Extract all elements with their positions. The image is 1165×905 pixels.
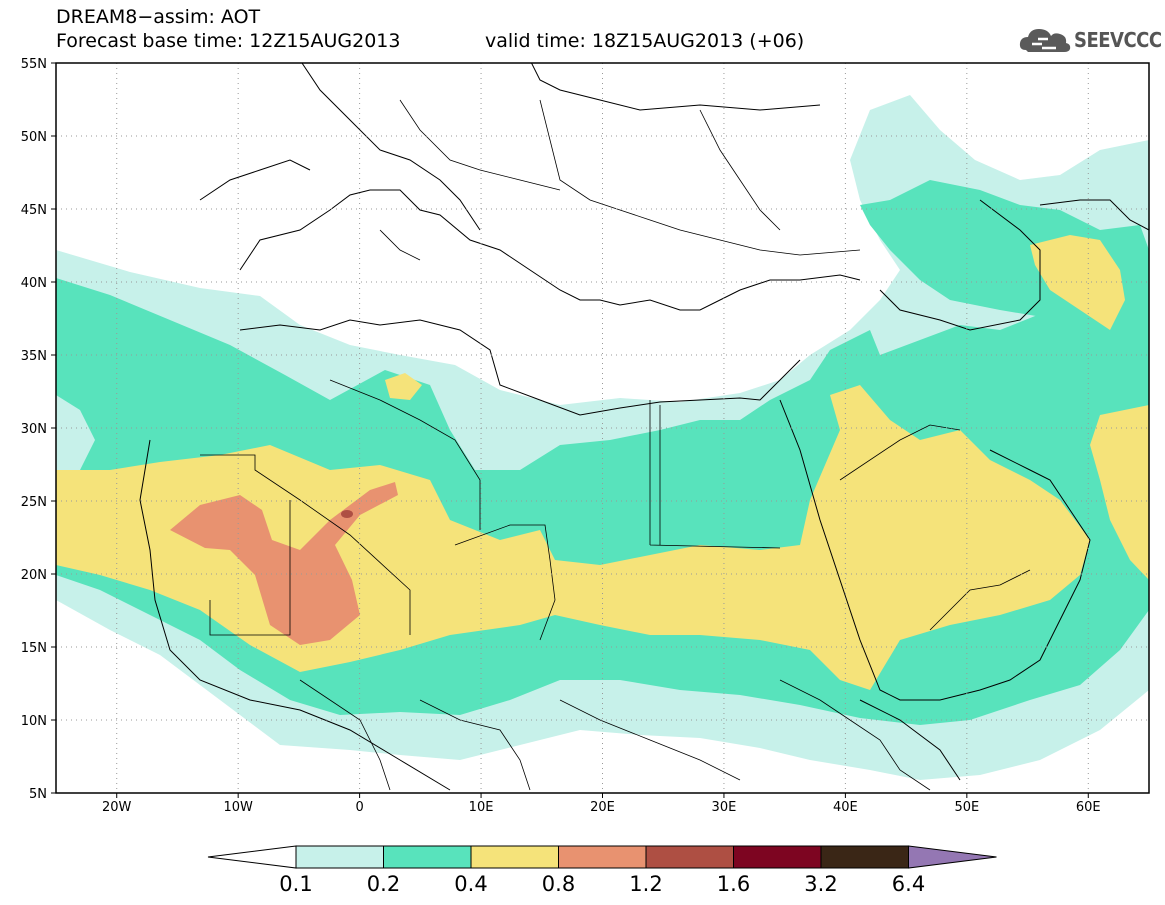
valid-time: valid time: 18Z15AUG2013 (+06) [485, 30, 805, 52]
logo-text: SEEVCCC [1074, 28, 1162, 52]
colorbar-max-arrow [908, 845, 997, 869]
lon-label: 30E [712, 800, 737, 815]
longitude-labels: 20W 10W 0 10E 20E 30E 40E 50E 60E [102, 800, 1101, 815]
lat-label: 5N [29, 787, 47, 802]
colorbar-label: 6.4 [892, 872, 925, 896]
forecast-base-time: Forecast base time: 12Z15AUG2013 [56, 30, 401, 52]
aot-contour-0.8 [170, 482, 398, 645]
lat-label: 15N [21, 641, 47, 656]
colorbar-segment [733, 845, 822, 869]
colorbar-segment [645, 845, 734, 869]
colorbar-segment [470, 845, 559, 869]
chart-title: DREAM8−assim: AOT [56, 6, 261, 28]
lat-label: 50N [21, 130, 47, 145]
latitude-labels: 55N 50N 45N 40N 35N 30N 25N 20N 15N 10N 5N [21, 57, 47, 802]
colorbar-segment [295, 845, 384, 869]
aot-contour-1.2 [341, 510, 353, 518]
cloud-icon [1019, 29, 1071, 52]
lon-label: 50E [954, 800, 979, 815]
colorbar-label: 1.6 [717, 872, 750, 896]
lon-label: 10W [223, 800, 253, 815]
lon-label: 40E [833, 800, 858, 815]
lat-label: 45N [21, 203, 47, 218]
coastlines [139, 63, 1149, 791]
lon-label: 20W [102, 800, 132, 815]
lat-label: 55N [21, 57, 47, 72]
colorbar-label: 1.2 [629, 872, 662, 896]
seevccc-logo: SEEVCCC [1018, 24, 1162, 56]
colorbar-label: 0.8 [542, 872, 575, 896]
lat-label: 35N [21, 349, 47, 364]
country-borders [200, 99, 1031, 791]
colorbar-label: 0.1 [279, 872, 312, 896]
colorbar-min-arrow [207, 845, 297, 869]
lat-label: 25N [21, 495, 47, 510]
colorbar-segment [820, 845, 909, 869]
colorbar-label: 0.4 [454, 872, 487, 896]
lon-label: 20E [590, 800, 615, 815]
lon-label: 0 [355, 800, 363, 815]
colorbar-segment [558, 845, 647, 869]
colorbar-segment [383, 845, 472, 869]
lon-label: 10E [469, 800, 494, 815]
lat-label: 40N [21, 276, 47, 291]
lat-label: 30N [21, 422, 47, 437]
gridlines [56, 63, 1149, 793]
axis-ticks [51, 62, 1089, 798]
colorbar-label: 0.2 [367, 872, 400, 896]
lon-label: 60E [1076, 800, 1101, 815]
colorbar: 0.1 0.2 0.4 0.8 1.2 1.6 3.2 6.4 [207, 845, 997, 896]
lat-label: 10N [21, 714, 47, 729]
colorbar-label: 3.2 [804, 872, 837, 896]
lat-label: 20N [21, 568, 47, 583]
